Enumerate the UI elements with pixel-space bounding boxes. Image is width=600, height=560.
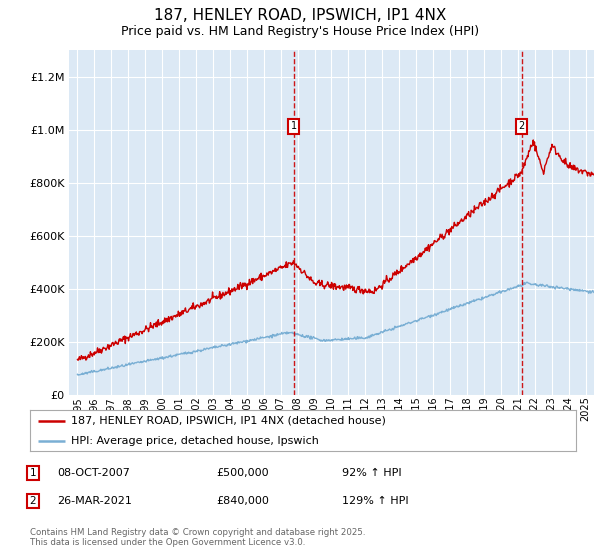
- Text: 2: 2: [518, 121, 525, 131]
- Text: 187, HENLEY ROAD, IPSWICH, IP1 4NX (detached house): 187, HENLEY ROAD, IPSWICH, IP1 4NX (deta…: [71, 416, 386, 426]
- Text: 2: 2: [29, 496, 37, 506]
- Text: 1: 1: [290, 121, 297, 131]
- Text: 129% ↑ HPI: 129% ↑ HPI: [342, 496, 409, 506]
- Text: 08-OCT-2007: 08-OCT-2007: [57, 468, 130, 478]
- Text: £500,000: £500,000: [216, 468, 269, 478]
- Text: Contains HM Land Registry data © Crown copyright and database right 2025.
This d: Contains HM Land Registry data © Crown c…: [30, 528, 365, 547]
- Text: HPI: Average price, detached house, Ipswich: HPI: Average price, detached house, Ipsw…: [71, 436, 319, 446]
- Text: Price paid vs. HM Land Registry's House Price Index (HPI): Price paid vs. HM Land Registry's House …: [121, 25, 479, 38]
- Text: 92% ↑ HPI: 92% ↑ HPI: [342, 468, 401, 478]
- Text: 1: 1: [29, 468, 37, 478]
- Text: £840,000: £840,000: [216, 496, 269, 506]
- Text: 26-MAR-2021: 26-MAR-2021: [57, 496, 132, 506]
- Text: 187, HENLEY ROAD, IPSWICH, IP1 4NX: 187, HENLEY ROAD, IPSWICH, IP1 4NX: [154, 8, 446, 24]
